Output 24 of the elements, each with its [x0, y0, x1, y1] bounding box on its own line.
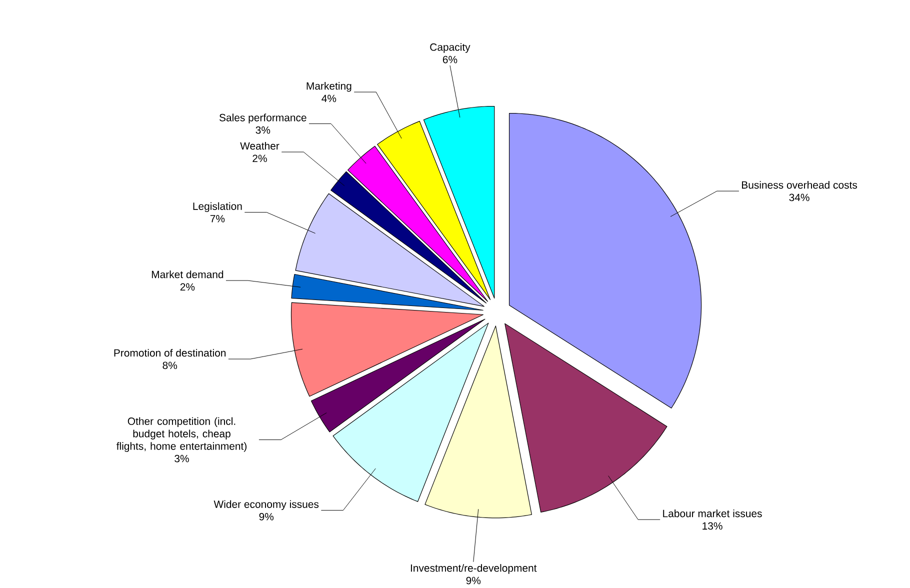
slice-label: Wider economy issues: [214, 500, 319, 510]
slice-label: Market demand: [152, 270, 224, 278]
data-label: 8%: [162, 362, 178, 370]
data-label: 13%: [702, 522, 722, 530]
slice-label: Marketing: [306, 82, 352, 92]
data-label: 3%: [256, 126, 270, 134]
data-label: 2%: [180, 283, 195, 291]
slice-label: Promotion of destination: [114, 348, 226, 357]
data-label: 4%: [322, 94, 336, 102]
data-label: 3%: [174, 454, 189, 462]
data-label: 6%: [442, 56, 458, 64]
data-label: 9%: [259, 512, 274, 520]
slice-label: Labour market issues: [663, 510, 762, 518]
data-label: 34%: [789, 194, 810, 202]
slice-label: Investment/re-development: [410, 564, 537, 574]
slice-label: Other competition (incl. budget hotels, cheap flights, home entertainment): [116, 417, 246, 452]
slice-label: Sales performance: [219, 114, 306, 124]
data-label: 2%: [252, 154, 267, 162]
slice-label: Business overhead costs: [742, 181, 858, 189]
slice-label: Weather: [240, 142, 280, 150]
slice-label: Legislation: [193, 202, 242, 212]
data-label: 9%: [466, 576, 481, 584]
data-label: 7%: [210, 215, 225, 222]
slice-label: Capacity: [430, 43, 470, 53]
